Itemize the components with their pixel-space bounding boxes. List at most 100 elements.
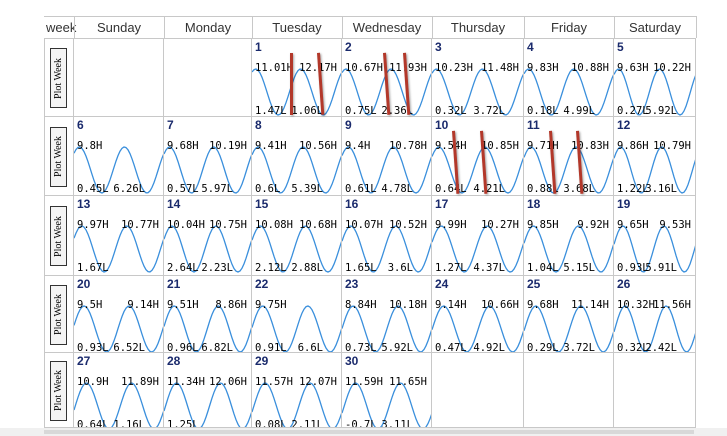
tide-curve: [614, 146, 695, 194]
high-tide-1: 9.83H: [527, 62, 559, 74]
tide-curve-line: [164, 225, 251, 273]
day-cell[interactable]: 19 9.65H 9.53H 0.93L 5.91L: [614, 196, 696, 276]
day-cell[interactable]: 21 9.51H 8.86H 0.96L 6.82L: [164, 276, 252, 353]
day-cell[interactable]: 29 11.57H 12.07H 0.08L 2.11L: [252, 353, 342, 428]
day-cell[interactable]: 8 9.41H 10.56H 0.6L 5.39L: [252, 117, 342, 196]
plot-week-button[interactable]: Plot Week: [50, 126, 67, 187]
day-number: 1: [255, 40, 262, 54]
day-cell[interactable]: 22 9.75H 0.91L 6.6L: [252, 276, 342, 353]
high-tide-1: 9.4H: [345, 140, 371, 152]
low-tide-1: 0.73L: [345, 342, 377, 353]
tide-curve: [614, 225, 695, 273]
header-divider: [164, 16, 165, 38]
day-cell[interactable]: 4 9.83H 10.88H 0.18L 4.99L: [524, 39, 614, 117]
plot-week-label: Plot Week: [53, 215, 64, 257]
day-cell[interactable]: 25 9.68H 11.14H 0.29L 3.72L: [524, 276, 614, 353]
high-tide-2: 12.06H: [209, 376, 247, 388]
high-tide-2: 10.79H: [653, 140, 691, 152]
low-tide-2: 6.26L: [113, 183, 145, 195]
low-tide-2: 3.11L: [381, 419, 413, 428]
low-tide-2: 2.88L: [291, 262, 323, 274]
tide-curve: [342, 382, 431, 427]
low-tide-2: 3.16L: [645, 183, 677, 195]
high-tide-1: 10.23H: [435, 62, 473, 74]
low-tide-2: 1.16L: [113, 419, 145, 428]
day-number: 26: [617, 277, 631, 291]
high-tide-1: 11.57H: [255, 376, 293, 388]
header-divider: [74, 16, 75, 38]
low-tide-1: 1.27L: [435, 262, 467, 274]
week-cell: Plot Week: [44, 117, 74, 196]
high-tide-2: 10.78H: [389, 140, 427, 152]
day-cell[interactable]: 12 9.86H 10.79H 1.22L 3.16L: [614, 117, 696, 196]
tide-curve-line: [524, 305, 613, 352]
day-header-friday: Friday: [550, 20, 588, 35]
tide-curve: [252, 146, 341, 194]
day-cell[interactable]: 18 9.85H 9.92H 1.04L 5.15L: [524, 196, 614, 276]
plot-week-button[interactable]: Plot Week: [50, 206, 67, 266]
low-tide-1: 0.32L: [617, 342, 649, 353]
high-tide-2: 11.89H: [121, 376, 159, 388]
day-cell[interactable]: 2 10.67H 11.93H 0.75L 2.36L: [342, 39, 432, 117]
low-tide-2: 2.11L: [291, 419, 323, 428]
day-number: 29: [255, 354, 269, 368]
day-cell[interactable]: 20 9.5H 9.14H 0.93L 6.52L: [74, 276, 164, 353]
tide-curve-line: [614, 225, 695, 273]
day-cell[interactable]: 23 8.84H 10.18H 0.73L 5.92L: [342, 276, 432, 353]
day-cell[interactable]: 28 11.34H 12.06H 1.25L: [164, 353, 252, 428]
plot-week-button[interactable]: Plot Week: [50, 284, 67, 345]
high-tide-2: 10.68H: [299, 219, 337, 231]
day-cell[interactable]: 6 9.8H 0.45L 6.26L: [74, 117, 164, 196]
day-number: 17: [435, 197, 449, 211]
day-number: 3: [435, 40, 442, 54]
day-cell[interactable]: 3 10.23H 11.48H 0.32L 3.72L: [432, 39, 524, 117]
high-tide-2: 9.14H: [127, 299, 159, 311]
low-tide-2: 4.78L: [381, 183, 413, 195]
low-tide-1: 0.64L: [435, 183, 467, 195]
day-cell[interactable]: 15 10.08H 10.68H 2.12L 2.88L: [252, 196, 342, 276]
day-cell[interactable]: 13 9.97H 10.77H 1.67L: [74, 196, 164, 276]
low-tide-1: 0.88L: [527, 183, 559, 195]
day-cell[interactable]: 30 11.59H 11.65H -0.7L 3.11L: [342, 353, 432, 428]
day-cell[interactable]: 14 10.04H 10.75H 2.64L 2.23L: [164, 196, 252, 276]
day-number: 24: [435, 277, 449, 291]
low-tide-1: 1.04L: [527, 262, 559, 274]
day-cell[interactable]: 5 9.63H 10.22H 0.27L 5.92L: [614, 39, 696, 117]
low-tide-1: 0.6L: [255, 183, 281, 195]
high-tide-2: 9.92H: [577, 219, 609, 231]
header-divider: [524, 16, 525, 38]
day-cell[interactable]: 9 9.4H 10.78H 0.61L 4.78L: [342, 117, 432, 196]
day-number: 12: [617, 118, 631, 132]
plot-week-label: Plot Week: [53, 370, 64, 411]
tide-curve: [524, 146, 613, 194]
high-tide-1: 9.85H: [527, 219, 559, 231]
day-cell[interactable]: 16 10.07H 10.52H 1.65L 3.6L: [342, 196, 432, 276]
scrollbar-thumb[interactable]: [44, 430, 694, 434]
tide-curve: [252, 305, 341, 352]
high-tide-2: 10.85H: [481, 140, 519, 152]
day-cell[interactable]: 7 9.68H 10.19H 0.57L 5.97L: [164, 117, 252, 196]
low-tide-1: -0.7L: [345, 419, 377, 428]
day-cell[interactable]: 24 9.14H 10.66H 0.47L 4.92L: [432, 276, 524, 353]
low-tide-2: 2.23L: [201, 262, 233, 274]
tide-curve: [432, 68, 523, 116]
day-cell[interactable]: 10 9.54H 10.85H 0.64L 4.21L: [432, 117, 524, 196]
empty-day-cell: [164, 39, 252, 117]
low-tide-1: 0.08L: [255, 419, 287, 428]
day-header-thursday: Thursday: [450, 20, 506, 35]
tide-curve-line: [74, 225, 163, 273]
day-cell[interactable]: 17 9.99H 10.27H 1.27L 4.37L: [432, 196, 524, 276]
high-tide-2: 12.07H: [299, 376, 337, 388]
high-tide-1: 9.99H: [435, 219, 467, 231]
tide-curve: [342, 225, 431, 273]
plot-week-button[interactable]: Plot Week: [50, 360, 67, 421]
plot-week-button[interactable]: Plot Week: [50, 48, 67, 108]
day-number: 5: [617, 40, 624, 54]
day-cell[interactable]: 26 10.32H 11.56H 0.32L 2.42L: [614, 276, 696, 353]
high-tide-2: 11.65H: [389, 376, 427, 388]
day-cell[interactable]: 27 10.9H 11.89H 0.64L 1.16L: [74, 353, 164, 428]
high-tide-1: 10.67H: [345, 62, 383, 74]
